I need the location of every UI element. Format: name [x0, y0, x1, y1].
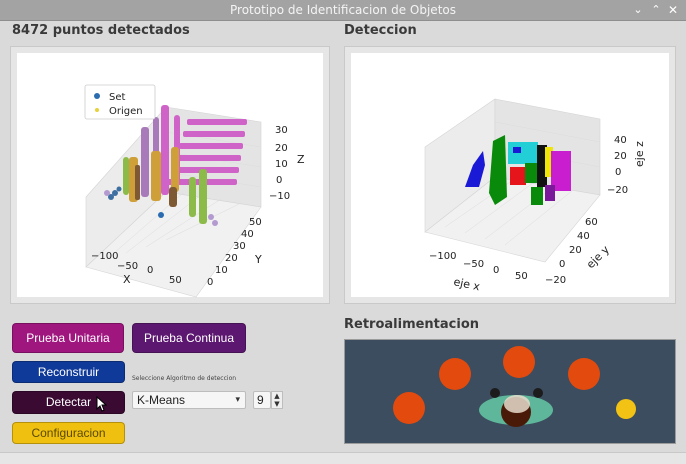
clusters-spinbox[interactable]: 9	[253, 391, 271, 409]
detectar-label: Detectar	[45, 395, 92, 409]
y-axis-label: Y	[254, 253, 262, 266]
z-tick: 40	[614, 135, 627, 146]
chevron-up-icon[interactable]: ⌃	[651, 3, 661, 16]
algorithm-label: Seleccione Algoritmo de deteccion	[132, 375, 237, 382]
x-tick: −100	[91, 251, 118, 262]
detection-title: Deteccion	[344, 23, 417, 38]
y-tick: 0	[207, 277, 213, 288]
spin-down-icon[interactable]: ▼	[274, 400, 280, 408]
z-tick: 10	[275, 159, 288, 170]
x-tick: −100	[429, 251, 456, 262]
window-titlebar: Prototipo de Identificacion de Objetos ⌄…	[0, 0, 686, 21]
x-axis-label: X	[123, 273, 131, 286]
legend-set: Set	[109, 92, 126, 103]
algorithm-selected-value: K-Means	[137, 393, 186, 407]
points-3d-svg: Set Origen −100 −50 0 50 X 0 10 20 30 40…	[17, 53, 323, 298]
algorithm-select[interactable]: K-Means ▾	[132, 391, 246, 409]
feedback-title: Retroalimentacion	[344, 317, 480, 332]
chevron-down-icon[interactable]: ⌄	[633, 3, 643, 16]
reconstruir-label: Reconstruir	[37, 365, 100, 379]
x-tick: 50	[515, 271, 528, 282]
obstacle-marker	[503, 346, 535, 378]
z-tick: −10	[269, 191, 290, 202]
y-tick: 40	[241, 229, 254, 240]
y-tick: 20	[569, 245, 582, 256]
detection-3d-chart: −100 −50 0 50 eje x −20 0 20 40 60 eje y…	[344, 46, 676, 304]
cluster-cloud	[465, 135, 571, 205]
z-tick: 0	[276, 175, 282, 186]
feedback-svg	[393, 346, 636, 427]
y-tick: 0	[559, 259, 565, 270]
robot-ear	[533, 388, 543, 398]
legend	[84, 84, 156, 120]
y-tick: 10	[215, 265, 228, 276]
reconstruir-button[interactable]: Reconstruir	[12, 361, 125, 383]
points-detected-title: 8472 puntos detectados	[12, 23, 190, 38]
configuracion-label: Configuracion	[31, 426, 106, 440]
cursor-icon	[96, 396, 108, 412]
y-tick: −20	[545, 275, 566, 286]
z-axis-label: Z	[297, 153, 305, 166]
obstacle-marker	[568, 358, 600, 390]
spin-arrows[interactable]: ▲ ▼	[271, 391, 283, 409]
spin-up-icon[interactable]: ▲	[274, 392, 280, 400]
x-tick: 0	[147, 265, 153, 276]
dropdown-arrow-icon: ▾	[235, 394, 240, 404]
detection-3d-svg: −100 −50 0 50 eje x −20 0 20 40 60 eje y…	[351, 53, 669, 297]
bottom-strip	[0, 452, 686, 464]
prueba-continua-label: Prueba Continua	[143, 331, 235, 345]
obstacle-marker	[393, 392, 425, 424]
y-tick: 50	[249, 217, 262, 228]
x-tick: 50	[169, 275, 182, 286]
z-axis-label: eje z	[633, 141, 646, 167]
x-axis-label: eje x	[452, 275, 481, 293]
feedback-panel	[344, 339, 676, 444]
y-tick: 40	[577, 231, 590, 242]
prueba-continua-button[interactable]: Prueba Continua	[132, 323, 246, 353]
detectar-button[interactable]: Detectar	[12, 391, 125, 414]
z-tick: 20	[275, 143, 288, 154]
y-tick: 30	[233, 241, 246, 252]
close-icon[interactable]: ✕	[667, 3, 679, 17]
z-tick: 20	[614, 151, 627, 162]
z-tick: 30	[275, 125, 288, 136]
z-tick: 0	[615, 167, 621, 178]
x-tick: −50	[117, 261, 138, 272]
x-tick: −50	[463, 259, 484, 270]
prueba-unitaria-label: Prueba Unitaria	[26, 331, 110, 345]
window-title: Prototipo de Identificacion de Objetos	[230, 3, 456, 17]
obstacle-marker	[439, 358, 471, 390]
target-marker	[616, 399, 636, 419]
y-tick: 60	[585, 217, 598, 228]
y-tick: 20	[225, 253, 238, 264]
x-tick: 0	[493, 265, 499, 276]
legend-origen: Origen	[109, 106, 143, 117]
robot-head	[504, 395, 530, 413]
z-tick: −20	[607, 185, 628, 196]
prueba-unitaria-button[interactable]: Prueba Unitaria	[12, 323, 124, 353]
clusters-value: 9	[257, 393, 264, 407]
points-3d-chart: Set Origen −100 −50 0 50 X 0 10 20 30 40…	[10, 46, 330, 304]
configuracion-button[interactable]: Configuracion	[12, 422, 125, 444]
point-cloud	[104, 105, 247, 226]
robot-ear	[490, 388, 500, 398]
